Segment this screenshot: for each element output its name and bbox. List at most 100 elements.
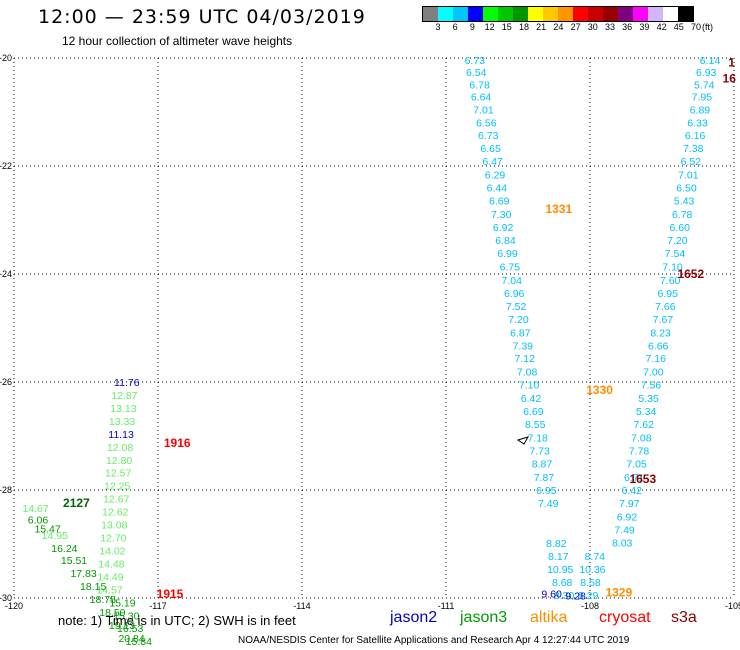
wave-height-label: 18.75	[90, 594, 116, 606]
wave-height-label: 15.47	[34, 523, 60, 535]
wave-height-label: 9.28	[565, 590, 586, 602]
wave-height-label: 7.00	[643, 367, 664, 379]
wave-height-label: 7.01	[473, 104, 494, 116]
lat-tick-label: -30	[0, 593, 12, 603]
wave-height-label: 6.84	[495, 235, 516, 247]
color-swatch	[603, 7, 618, 21]
legend-item-s3a: s3a	[671, 609, 697, 626]
lat-tick-label: -26	[0, 377, 12, 387]
wave-height-label: 14.48	[98, 558, 124, 570]
color-swatch	[588, 7, 603, 21]
wave-height-label: 8.17	[548, 551, 569, 563]
color-swatch	[423, 7, 438, 21]
lat-tick-label: -22	[0, 161, 12, 171]
wave-height-label: 6.64	[471, 91, 492, 103]
color-scale-label: 30	[587, 22, 598, 32]
wave-height-label: 7.87	[534, 472, 555, 484]
wave-height-label: 16.53	[117, 623, 143, 635]
wave-height-label: 5.43	[674, 196, 695, 208]
wave-height-label: 14.57	[96, 584, 122, 596]
pass-time-label: 1	[728, 55, 735, 69]
wave-height-label: 5.35	[638, 393, 659, 405]
wave-height-label: 6.06	[28, 515, 49, 527]
lon-tick-label: -108	[581, 601, 599, 611]
wave-height-label: 7.49	[614, 524, 635, 536]
wave-height-label: 7.16	[646, 353, 667, 365]
wave-height-label: 12.80	[106, 455, 132, 467]
color-scale-bar	[422, 6, 694, 22]
wave-height-label: 8.29	[578, 590, 599, 602]
lat-tick-label: -24	[0, 269, 12, 279]
wave-height-label: 7.56	[641, 380, 662, 392]
wave-height-label: 7.08	[517, 367, 538, 379]
color-scale-label: 6	[452, 22, 458, 32]
color-scale-label: 33	[604, 22, 616, 32]
wave-height-label: 13.08	[101, 520, 127, 532]
wave-height-label: 7.30	[491, 209, 512, 221]
wave-height-label: 6.95	[536, 485, 557, 497]
color-scale-labels: 3 6 9 12 15 18 21 24 27 30 33 36 39 42 45 70	[422, 22, 722, 34]
wave-height-label: 6.95	[658, 288, 679, 300]
color-scale-unit: (ft)	[702, 22, 713, 32]
wave-height-label: 7.10	[662, 261, 683, 273]
wave-height-label: 6.29	[485, 170, 506, 182]
color-swatch	[573, 7, 588, 21]
lon-tick-label: -111	[438, 601, 455, 611]
page-subtitle: 12 hour collection of altimeter wave hei…	[62, 34, 293, 48]
pass-time-label: 1915	[157, 587, 184, 601]
color-scale-label: 45	[673, 22, 684, 32]
legend-item-jason3: jason3	[460, 609, 508, 626]
lon-tick-label: -114	[293, 601, 310, 611]
color-scale-label: 9	[469, 22, 475, 32]
wave-height-label: 6.69	[523, 406, 544, 418]
pass-time-label: 1653	[629, 472, 656, 486]
wave-height-label: 14.02	[99, 545, 125, 557]
wave-height-label: 7.10	[519, 380, 540, 392]
pass-time-label: 1330	[586, 383, 613, 397]
color-swatch	[468, 7, 483, 21]
wave-height-label: 7.39	[513, 340, 534, 352]
wave-height-label: 15.19	[109, 597, 135, 609]
legend-item-jason2: jason2	[390, 609, 438, 626]
wave-height-label: 6.47	[482, 156, 503, 168]
wave-height-label: 9.60	[541, 589, 562, 601]
wave-height-label: 6.92	[617, 511, 638, 523]
page-title: 12:00 — 23:59 UTC 04/03/2019	[38, 6, 366, 28]
color-scale-label: 18	[518, 22, 530, 32]
wave-height-label: 6.89	[690, 104, 711, 116]
wave-height-label: 11.76	[114, 377, 140, 389]
wave-height-label: 8.30	[554, 590, 575, 602]
wave-height-label: 6.65	[480, 143, 501, 155]
wave-height-label: 6.92	[493, 222, 514, 234]
wave-height-label: 7.01	[678, 170, 699, 182]
wave-height-label: 8.87	[532, 459, 553, 471]
legend-item-altika: altika	[530, 609, 568, 626]
pass-time-label: 1652	[677, 267, 704, 281]
wave-height-label: 6.71	[624, 472, 645, 484]
wave-height-label: 19.13	[109, 620, 135, 632]
wave-height-label: 8.55	[525, 419, 546, 431]
wave-height-label: 16.24	[51, 543, 77, 555]
color-swatch	[558, 7, 573, 21]
wave-height-label: 7.20	[508, 314, 529, 326]
pass-time-label: 16	[723, 72, 737, 86]
wave-height-label: 7.38	[683, 143, 704, 155]
wave-height-label: 7.54	[665, 248, 686, 260]
color-swatch	[618, 7, 633, 21]
wave-height-label: 12.57	[105, 468, 131, 480]
wave-height-label: 7.95	[692, 91, 713, 103]
color-scale-label: 3	[435, 22, 441, 32]
wave-height-label: 6.87	[510, 327, 531, 339]
wave-height-label: 7.12	[515, 353, 536, 365]
wave-height-label: 12.70	[100, 533, 126, 545]
wave-height-label: 7.97	[619, 498, 640, 510]
wave-height-label: 15.84	[126, 636, 152, 648]
wave-height-label: 14.95	[42, 530, 68, 542]
color-swatch	[648, 7, 663, 21]
wave-height-label: 13.13	[110, 403, 136, 415]
wave-height-label: 12.67	[103, 494, 129, 506]
wave-height-label: 10.95	[547, 564, 573, 576]
wave-height-label: 6.78	[672, 209, 693, 221]
wave-height-label: 12.08	[107, 442, 133, 454]
